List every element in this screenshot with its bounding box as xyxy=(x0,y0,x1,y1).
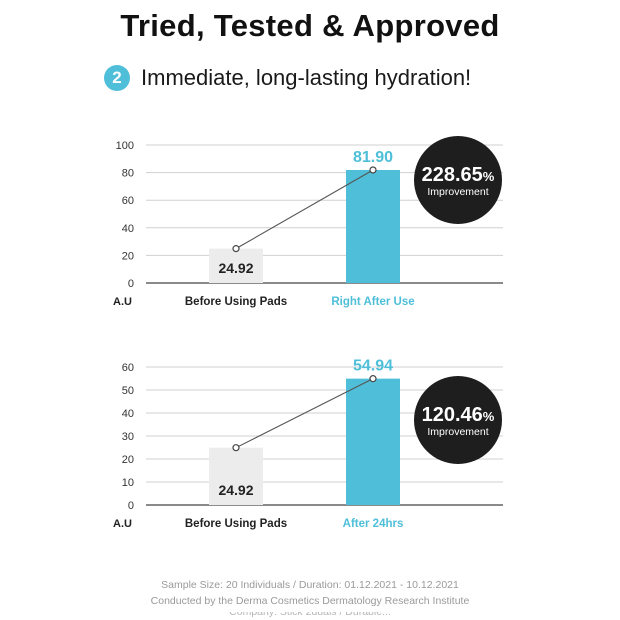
y-tick-label: 80 xyxy=(122,168,134,180)
y-tick-label: 50 xyxy=(122,385,134,397)
y-tick-label: 40 xyxy=(122,223,134,235)
y-tick-label: 20 xyxy=(122,250,134,262)
trend-line xyxy=(235,378,374,449)
value-label-after: 81.90 xyxy=(353,149,393,166)
improvement-label: Improvement xyxy=(427,186,488,198)
value-label-after: 54.94 xyxy=(353,358,393,375)
y-axis-unit-label: A.U xyxy=(113,296,132,308)
subtitle-text: Immediate, long-lasting hydration! xyxy=(141,65,472,90)
improvement-number: 120.46 xyxy=(422,404,483,426)
improvement-circle xyxy=(414,376,502,464)
y-tick-label: 20 xyxy=(122,454,134,466)
value-label-before: 24.92 xyxy=(218,260,253,276)
page-title: Tried, Tested & Approved xyxy=(120,8,500,43)
y-tick-label: 10 xyxy=(122,477,134,489)
y-axis-unit-label: A.U xyxy=(113,518,132,530)
value-label-before: 24.92 xyxy=(218,482,253,498)
improvement-label: Improvement xyxy=(427,426,488,438)
improvement-circle xyxy=(414,136,502,224)
step-number-badge: 2 xyxy=(104,65,130,91)
category-label-after: Right After Use xyxy=(331,296,414,308)
improvement-unit: % xyxy=(483,409,495,424)
chart-right-after-use: 0 20 40 60 80 100 A.U 24.92 81.90 Before Using Pa… xyxy=(113,136,503,308)
category-label-before: Before Using Pads xyxy=(185,518,287,530)
category-label-after: After 24hrs xyxy=(343,518,404,530)
point-marker-after xyxy=(369,166,377,174)
bar-before xyxy=(209,447,263,505)
footer-cut-line: Company: Stick 2duals / Durable... xyxy=(0,612,620,620)
y-tick-label: 0 xyxy=(128,500,134,512)
footer-sample-line: Sample Size: 20 Individuals / Duration: … xyxy=(161,579,459,591)
footer-institute-line: Conducted by the Derma Cosmetics Dermato… xyxy=(150,595,470,607)
y-tick-label: 60 xyxy=(122,195,134,207)
y-tick-label: 30 xyxy=(122,431,134,443)
study-footnote: Sample Size: 20 Individuals / Duration: … xyxy=(0,577,620,609)
point-marker-after xyxy=(369,375,377,383)
trend-line xyxy=(235,169,374,250)
improvement-value: 120.46% xyxy=(422,404,495,426)
y-tick-label: 0 xyxy=(128,278,134,290)
bar-after xyxy=(346,378,400,505)
improvement-number: 228.65 xyxy=(422,164,483,186)
point-marker-before xyxy=(232,444,240,452)
point-marker-before xyxy=(232,245,240,253)
footer-cut-text: Company: Stick 2duals / Durable... xyxy=(229,612,391,618)
y-tick-label: 100 xyxy=(116,140,134,152)
category-label-before: Before Using Pads xyxy=(185,296,287,308)
improvement-value: 228.65% xyxy=(422,164,495,186)
improvement-unit: % xyxy=(483,169,495,184)
chart-after-24hrs: 0 10 20 30 40 50 60 A.U 24.92 54.94 Before Using P… xyxy=(113,358,503,530)
bar-before xyxy=(209,248,263,283)
y-tick-label: 40 xyxy=(122,408,134,420)
bar-after xyxy=(346,169,400,283)
y-tick-label: 60 xyxy=(122,362,134,374)
subtitle-row: 2 Immediate, long-lasting hydration! xyxy=(104,62,471,94)
